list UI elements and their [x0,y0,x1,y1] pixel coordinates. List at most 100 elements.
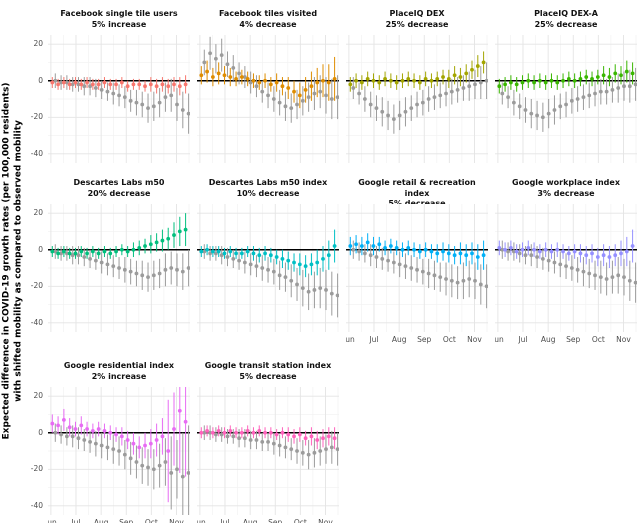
panel-y-axis: 20 0 -20 -40 [26,35,46,163]
x-tick-label: Aug [541,335,556,344]
y-axis-title-line1: Expected difference in COVID-19 growth r… [1,82,12,440]
panel-plot [48,204,190,332]
panel-plot [197,35,339,163]
y-tick-label: 0 [38,75,43,85]
panel-plot-wrap: Jun Jul Aug Sep Oct Nov [346,204,488,346]
panel-title-line1: Facebook tiles visited [218,9,318,18]
facet-panel: Facebook single tile users 5% increase 2… [31,6,190,163]
y-tick-label: -40 [30,317,43,327]
panel-title: Google retail & recreation index 5% decr… [346,175,488,208]
facet-panel: Descartes Labs m50 index 10% decrease [197,175,339,346]
x-tick-label: Aug [392,335,407,344]
y-tick-label: 0 [38,244,43,254]
panel-title: Google transit station index 5% decrease [197,358,339,387]
facet-grid: Facebook single tile users 5% increase 2… [31,6,637,523]
panel-title-line2: 20% decrease [87,188,151,198]
panel-title-line1: PlaceIQ DEX-A [534,9,598,18]
panel-title-line2: 5% increase [91,19,147,29]
x-tick-label: Jun [48,518,57,523]
panel-title: Descartes Labs m50 20% decrease [48,175,190,204]
panel-title: Descartes Labs m50 index 10% decrease [197,175,339,204]
x-tick-label: Oct [145,518,158,523]
panel-plot-wrap [346,35,488,163]
y-tick-label: -40 [30,148,43,158]
panel-plot: Jun Jul Aug Sep Oct Nov [346,204,488,344]
panel-plot-wrap [197,204,339,332]
x-tick-label: Sep [566,335,580,344]
panel-title-line2: 5% decrease [239,371,297,381]
y-tick-label: 20 [33,208,43,218]
panel-title: Facebook tiles visited 4% decrease [197,6,339,35]
panel-title-line1: Descartes Labs m50 index [208,178,328,187]
panel-title-line2: 3% decrease [537,188,595,198]
facet-panel: Google workplace index 3% decrease JunJu… [495,175,637,346]
panel-title-line1: Google workplace index [512,178,620,187]
x-tick-label: Jul [219,518,229,523]
panel-title: PlaceIQ DEX-A 25% decrease [495,6,637,35]
y-tick-label: -20 [30,281,43,291]
panel-plot: Jun Jul Aug Sep Oct Nov [197,387,339,523]
panel-y-axis: 20 0 -20 -40 [26,204,46,332]
panel-title-line1: Google transit station index [204,361,332,370]
panel-title-line1: Google residential index [63,361,175,370]
facet-panel: Facebook tiles visited 4% decrease [197,6,339,163]
panel-plot [495,35,637,163]
y-tick-label: -20 [30,464,43,474]
x-tick-label: Sep [417,335,431,344]
panel-plot-wrap: Jun Jul Aug Sep Oct Nov [495,204,637,346]
panel-title-line1: Facebook single tile users [60,9,178,18]
x-tick-label: Jun [346,335,355,344]
panel-title: Google workplace index 3% decrease [495,175,637,204]
panel-plot [197,204,339,332]
panel-plot: Jun Jul Aug Sep Oct Nov [48,387,190,523]
x-tick-label: Jul [70,518,80,523]
x-tick-label: Nov [616,335,631,344]
panel-title-line1: Google retail & recreation index [358,178,476,198]
panel-plot [346,35,488,163]
panel-plot-wrap: 20 0 -20 -40 Jun Jul Aug Sep Oct Nov [31,387,190,523]
facet-panel: Google residential index 2% increase 20 0… [31,358,190,523]
panel-plot [48,35,190,163]
x-tick-label: Oct [443,335,456,344]
x-tick-label: Sep [268,518,282,523]
x-tick-label: Nov [318,518,333,523]
y-tick-label: 20 [33,39,43,49]
x-tick-label: Aug [94,518,109,523]
x-tick-label: Oct [294,518,307,523]
panel-title-line2: 2% increase [91,371,147,381]
panel-plot-wrap [495,35,637,163]
y-tick-label: 0 [38,427,43,437]
facet-panel: Google transit station index 5% decrease… [197,358,339,523]
panel-title-line2: 25% decrease [385,19,449,29]
panel-plot-wrap: Jun Jul Aug Sep Oct Nov [197,387,339,523]
facet-panel: PlaceIQ DEX-A 25% decrease [495,6,637,163]
x-tick-label: Nov [169,518,184,523]
x-tick-label: Jun [495,335,504,344]
y-tick-label: 20 [33,391,43,401]
y-axis-title-line2: with shifted mobility as compared to obs… [13,120,24,402]
panel-title-line2: 10% decrease [236,188,300,198]
x-tick-label: Sep [119,518,133,523]
panel-y-axis: 20 0 -20 -40 [26,387,46,515]
panel-plot-wrap: 20 0 -20 -40 [31,35,190,163]
panel-plot-wrap [197,35,339,163]
y-tick-label: -20 [30,112,43,122]
panel-title: Facebook single tile users 5% increase [48,6,190,35]
panel-title-line2: 4% decrease [239,19,297,29]
panel-plot: Jun Jul Aug Sep Oct Nov [495,204,637,344]
x-tick-label: Jul [368,335,378,344]
facet-panel: Descartes Labs m50 20% decrease 20 0 -20 -4… [31,175,190,346]
y-tick-label: -40 [30,500,43,510]
panel-title: Google residential index 2% increase [48,358,190,387]
panel-title-line2: 25% decrease [534,19,598,29]
x-tick-label: Nov [467,335,482,344]
panel-title-line1: Descartes Labs m50 [73,178,165,187]
x-tick-label: Oct [592,335,605,344]
x-tick-label: Aug [243,518,258,523]
panel-title-line1: PlaceIQ DEX [389,9,445,18]
x-tick-label: Jun [197,518,206,523]
panel-title: PlaceIQ DEX 25% decrease [346,6,488,35]
panel-plot-wrap: 20 0 -20 -40 [31,204,190,332]
facet-panel: PlaceIQ DEX 25% decrease [346,6,488,163]
